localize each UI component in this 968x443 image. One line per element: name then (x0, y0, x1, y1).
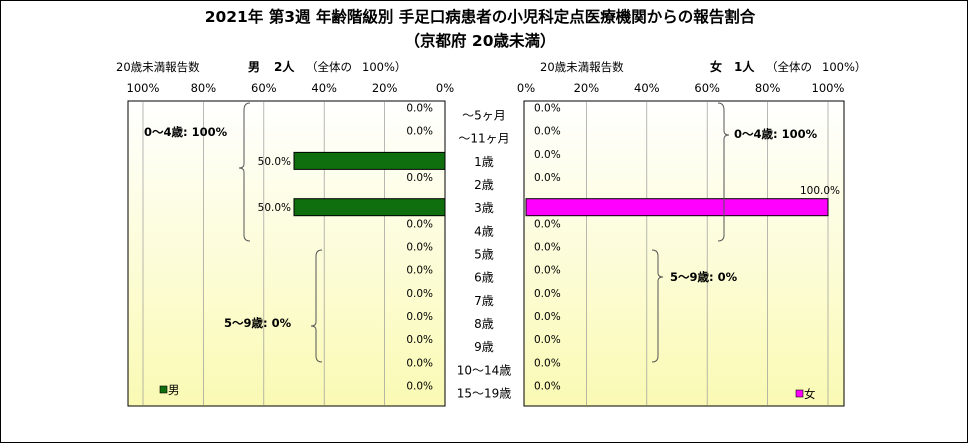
data-label-female: 0.0% (534, 149, 561, 161)
left-annotation-5-9: 5～9歳: 0% (224, 316, 292, 330)
right-brace-0-4 (717, 102, 730, 242)
tick-label-left: 60% (251, 81, 277, 95)
right-annotation-5-9: 5～9歳: 0% (670, 270, 738, 284)
data-label-male: 0.0% (406, 218, 433, 230)
data-label-male: 0.0% (406, 126, 433, 138)
left-count-value: 2人 (274, 59, 295, 74)
data-label-male: 0.0% (406, 288, 433, 300)
right-whole-label: （全体の (766, 60, 812, 74)
category-label: 4歳 (474, 224, 494, 238)
data-label-female: 0.0% (534, 265, 561, 277)
category-label: ～11ヶ月 (458, 132, 509, 146)
category-label: 8歳 (474, 317, 494, 331)
category-label: 9歳 (474, 340, 494, 354)
data-label-female: 0.0% (534, 242, 561, 254)
bars (293, 151, 829, 217)
data-label-male: 0.0% (406, 357, 433, 369)
tick-label-right: 20% (574, 81, 600, 95)
data-label-male: 0.0% (406, 265, 433, 277)
data-label-male: 0.0% (406, 242, 433, 254)
data-label-male: 0.0% (406, 172, 433, 184)
bar-male (293, 151, 446, 170)
right-whole-pct: 100%） (822, 60, 866, 74)
data-label-female: 0.0% (534, 218, 561, 230)
data-label-female: 0.0% (534, 334, 561, 346)
data-label-female: 0.0% (534, 288, 561, 300)
tick-label-right: 100% (812, 81, 845, 95)
tick-label-right: 40% (634, 81, 660, 95)
right-brace-5-9 (651, 249, 664, 363)
category-label: 10～14歳 (457, 363, 512, 377)
legend-label-male: 男 (168, 383, 180, 397)
category-label: 5歳 (474, 248, 494, 262)
legend-label-female: 女 (804, 387, 816, 401)
left-plot-area (127, 100, 446, 407)
tick-label-left: 0% (436, 81, 454, 95)
category-label: 1歳 (474, 155, 494, 169)
left-count-label: 20歳未満報告数 (116, 60, 200, 74)
tick-label-right: 0% (517, 81, 535, 95)
left-brace-0-4 (238, 102, 251, 242)
data-label-female: 0.0% (534, 172, 561, 184)
chart-subtitle: （京都府 20歳未満） (405, 31, 556, 50)
category-label: 2歳 (474, 178, 494, 192)
right-sex-label: 女 (710, 59, 722, 74)
tick-label-left: 20% (372, 81, 398, 95)
left-sex-label: 男 (248, 60, 260, 74)
data-label-male: 50.0% (258, 202, 291, 214)
data-label-male: 0.0% (406, 334, 433, 346)
left-annotation-0-4: 0～4歳: 100% (144, 125, 228, 139)
category-label: ～5ヶ月 (462, 109, 506, 123)
data-label-male: 0.0% (406, 103, 433, 115)
left-whole-label: （全体の (306, 60, 352, 74)
legend-swatch-male (159, 385, 168, 394)
tick-label-left: 80% (191, 81, 217, 95)
right-count-value: 1人 (734, 59, 755, 74)
category-label: 6歳 (474, 271, 494, 285)
bar-female (525, 198, 829, 217)
data-label-female: 100.0% (800, 185, 840, 197)
tick-label-left: 100% (127, 81, 160, 95)
bar-male (293, 198, 446, 217)
category-label: 15～19歳 (457, 386, 512, 400)
data-label-female: 0.0% (534, 380, 561, 392)
data-label-female: 0.0% (534, 311, 561, 323)
data-label-male: 0.0% (406, 311, 433, 323)
data-label-male: 0.0% (406, 380, 433, 392)
axis-tick-labels: 100% 80% 60% 40% 20% 0% 0% 20% 40% 60% 80% 100% (127, 81, 845, 95)
tick-label-right: 60% (694, 81, 720, 95)
data-label-female: 0.0% (534, 103, 561, 115)
data-label-male: 50.0% (258, 156, 291, 168)
right-plot-area (523, 100, 845, 407)
category-label: 3歳 (474, 201, 494, 215)
legend-swatch-female (795, 389, 804, 398)
chart-title: 2021年 第3週 年齢階級別 手足口病患者の小児科定点医療機関からの報告割合 (205, 7, 756, 26)
data-labels: 0.0% 0.0% 0.0% 0.0% 50.0% 0.0% 0.0% 0.0% 50.0% 10… (258, 103, 840, 393)
data-label-female: 0.0% (534, 357, 561, 369)
tick-label-right: 80% (755, 81, 781, 95)
right-annotation-0-4: 0～4歳: 100% (734, 127, 818, 141)
category-labels: ～5ヶ月 ～11ヶ月 1歳 2歳 3歳 4歳 5歳 6歳 7歳 8歳 9歳 10～14歳 15～19歳 (457, 109, 512, 401)
category-label: 7歳 (474, 294, 494, 308)
right-count-label: 20歳未満報告数 (540, 60, 624, 74)
left-brace-5-9 (310, 249, 323, 363)
tick-label-left: 40% (311, 81, 337, 95)
data-label-female: 0.0% (534, 126, 561, 138)
left-whole-pct: 100%） (362, 60, 406, 74)
